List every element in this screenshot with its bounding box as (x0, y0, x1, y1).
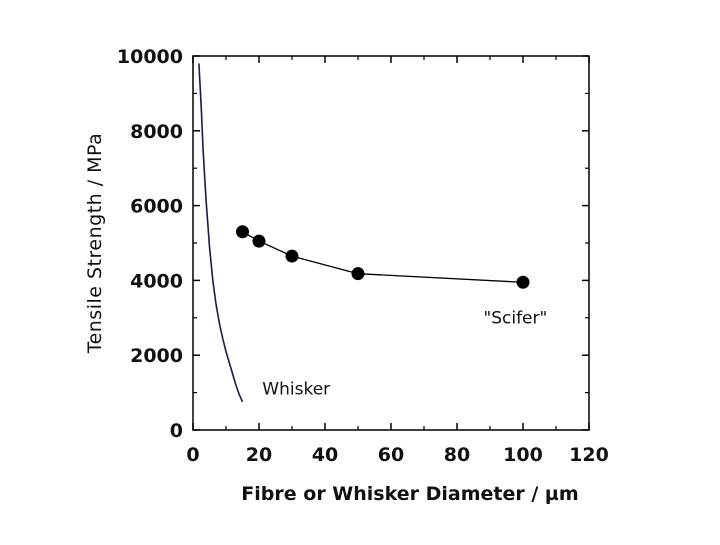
data-point (236, 225, 249, 239)
y-tick-label: 4000 (130, 270, 183, 292)
data-point (516, 275, 530, 289)
y-tick-label: 8000 (130, 121, 183, 143)
x-tick-label: 0 (186, 444, 199, 466)
data-point (252, 234, 266, 248)
x-axis-label: Fibre or Whisker Diameter / µm (241, 483, 578, 505)
x-tick-label: 40 (312, 444, 338, 466)
x-tick-label: 60 (378, 444, 404, 466)
plot-frame (192, 55, 590, 431)
annotation-1: "Scifer" (483, 308, 547, 328)
labels-layer: 0 2000 4000 6000 8000 10000 0 20 40 60 80 100 120 Whi… (117, 46, 609, 466)
series-line-1 (242, 231, 524, 283)
x-tick-label: 80 (444, 444, 470, 466)
y-tick-label: 0 (170, 420, 183, 442)
annotation-0: Whisker (262, 379, 330, 399)
ticks-layer (192, 55, 590, 431)
data-point (351, 267, 365, 281)
series-layer (198, 63, 530, 403)
y-axis-label: Tensile Strength / MPa (84, 133, 106, 355)
y-tick-label: 10000 (117, 46, 183, 68)
x-tick-label: 20 (246, 444, 272, 466)
y-tick-label: 6000 (130, 196, 183, 218)
data-point (285, 249, 299, 263)
x-tick-label: 100 (503, 444, 543, 466)
series-line-0 (198, 63, 244, 403)
y-tick-label: 2000 (130, 345, 183, 367)
x-tick-label: 120 (569, 444, 609, 466)
